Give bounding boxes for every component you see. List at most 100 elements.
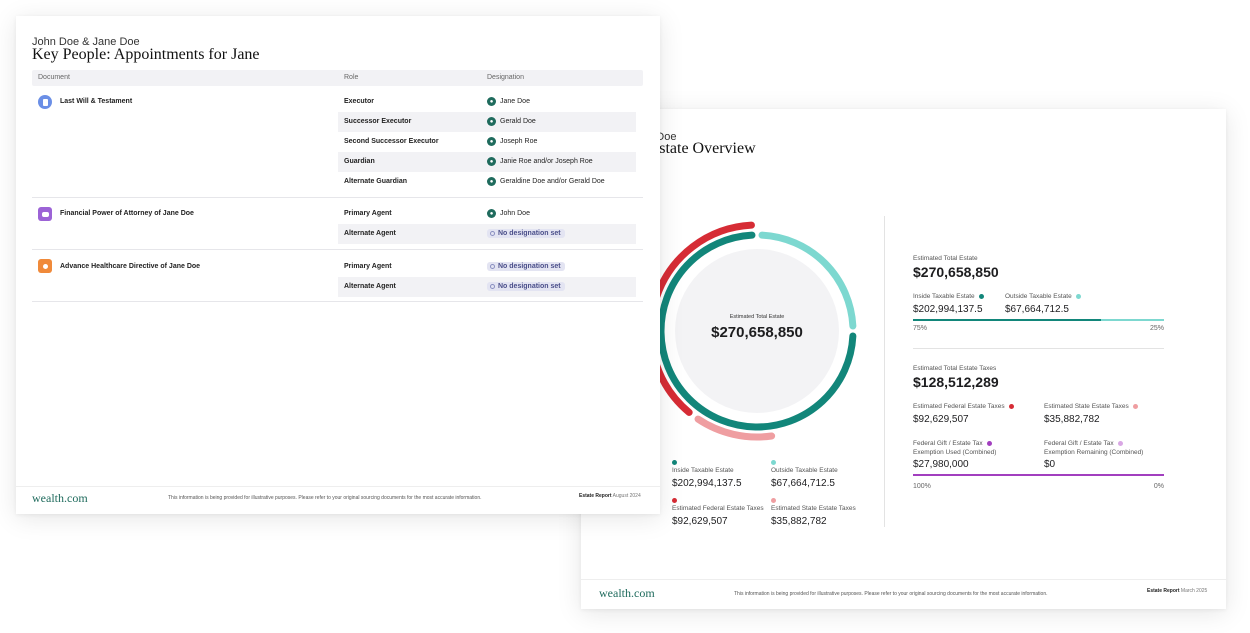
outside-taxable-value: $67,664,712.5 (1005, 304, 1069, 315)
role-name: Successor Executor (344, 118, 412, 125)
no-designation-badge: No designation set (487, 282, 565, 291)
column-header-document: Document (38, 74, 70, 81)
person-icon: ● (487, 157, 496, 166)
briefcase-icon (38, 207, 52, 221)
role-name: Primary Agent (344, 263, 392, 270)
state-dot-icon (1132, 403, 1138, 409)
empty-circle-icon (490, 284, 495, 289)
inside-dot-icon (978, 293, 984, 299)
designation: ● Gerald Doe (487, 117, 536, 126)
table-row: Alternate Agent No designation set (338, 224, 636, 244)
estate-bar-outside (1101, 319, 1164, 321)
legend-label-state: Estimated State Estate Taxes (771, 505, 856, 512)
column-header-role: Role (344, 74, 359, 81)
donut-center-disc (675, 249, 839, 413)
legend-label-federal: Estimated Federal Estate Taxes (672, 505, 764, 512)
page-title: l Estate Overview (641, 140, 756, 157)
section-divider (32, 301, 643, 302)
role-name: Alternate Guardian (344, 178, 408, 185)
gift-remaining-value: $0 (1044, 459, 1056, 470)
donut-arc-outside-taxable (758, 231, 857, 330)
role-name: Executor (344, 98, 374, 105)
document-name[interactable]: Last Will & Testament (60, 98, 133, 105)
gift-used-label: Federal Gift / Estate Tax Exemption Used … (913, 440, 997, 456)
footer-disclaimer: This information is being provided for i… (168, 495, 482, 501)
designation: ● Janie Roe and/or Joseph Roe (487, 157, 593, 166)
designation: ● Jane Doe (487, 97, 530, 106)
donut-center-label: Estimated Total Estate (729, 314, 785, 320)
page-subtitle: John Doe & Jane Doe (32, 36, 140, 48)
designation: ● Joseph Roe (487, 137, 537, 146)
person-icon: ● (487, 97, 496, 106)
gift-remaining-percent: 0% (1153, 483, 1164, 490)
total-taxes-label: Estimated Total Estate Taxes (913, 365, 997, 372)
person-icon: ● (487, 117, 496, 126)
role-name: Second Successor Executor (344, 138, 439, 145)
wealth-logo: wealth.com (32, 491, 88, 505)
gift-exemption-bar (913, 474, 1164, 476)
report-label: Estate Report March 2025 (1147, 588, 1208, 594)
legend-dot-federal (672, 498, 677, 503)
footer-divider (16, 486, 660, 487)
document-name[interactable]: Financial Power of Attorney of Jane Doe (60, 210, 194, 217)
key-people-page: John Doe & Jane Doe Key People: Appointm… (16, 16, 660, 514)
outside-percent: 25% (1149, 325, 1164, 332)
inside-percent: 75% (913, 325, 928, 332)
estate-overview-page: ne Doe l Estate Overview Estimated Total… (581, 109, 1226, 609)
legend-value-federal: $92,629,507 (672, 516, 728, 527)
column-header-designation: Designation (487, 74, 524, 81)
legend-value-inside: $202,994,137.5 (672, 478, 742, 489)
gift-used-value: $27,980,000 (913, 459, 969, 470)
federal-taxes-value: $92,629,507 (913, 414, 969, 425)
no-designation-badge: No designation set (487, 262, 565, 271)
gift-used-percent: 100% (913, 483, 931, 490)
footer-divider (581, 579, 1226, 580)
report-label: Estate Report August 2024 (579, 493, 641, 499)
table-row: Second Successor Executor ● Joseph Roe (338, 132, 636, 152)
state-taxes-label: Estimated State Estate Taxes (1044, 403, 1138, 410)
table-row: Guardian ● Janie Roe and/or Joseph Roe (338, 152, 636, 172)
donut-arc-state-taxes (694, 415, 776, 441)
designation: ● John Doe (487, 209, 530, 218)
estate-bar-inside (913, 319, 1101, 321)
table-header: Document Role Designation (32, 70, 643, 86)
no-designation-badge: No designation set (487, 229, 565, 238)
table-row: Alternate Agent No designation set (338, 277, 636, 297)
section-divider (32, 249, 643, 250)
role-name: Alternate Agent (344, 283, 396, 290)
inside-taxable-value: $202,994,137.5 (913, 304, 983, 315)
donut-arc-inside-taxable (657, 231, 857, 431)
legend-value-state: $35,882,782 (771, 516, 827, 527)
vertical-divider (884, 216, 885, 527)
empty-circle-icon (490, 264, 495, 269)
empty-circle-icon (490, 231, 495, 236)
outside-taxable-label: Outside Taxable Estate (1005, 293, 1081, 300)
federal-taxes-label: Estimated Federal Estate Taxes (913, 403, 1014, 410)
donut-center-value: $270,658,850 (711, 324, 803, 341)
table-row: Executor ● Jane Doe (338, 92, 636, 112)
state-taxes-value: $35,882,782 (1044, 414, 1100, 425)
role-name: Guardian (344, 158, 375, 165)
role-name: Alternate Agent (344, 230, 396, 237)
person-icon: ● (487, 137, 496, 146)
document-icon (38, 95, 52, 109)
gift-remaining-label: Federal Gift / Estate Tax Exemption Remai… (1044, 440, 1144, 456)
document-name[interactable]: Advance Healthcare Directive of Jane Doe (60, 263, 201, 270)
legend-dot-inside (672, 460, 677, 465)
table-row: Primary Agent No designation set (338, 257, 636, 277)
outside-dot-icon (1075, 293, 1081, 299)
legend-dot-outside (771, 460, 776, 465)
wealth-logo: wealth.com (599, 586, 655, 600)
footer-disclaimer: This information is being provided for i… (734, 591, 1048, 597)
federal-dot-icon (1008, 403, 1014, 409)
inside-taxable-label: Inside Taxable Estate (913, 293, 984, 300)
table-row: Alternate Guardian ● Geraldine Doe and/or… (338, 172, 636, 192)
section-divider (32, 197, 643, 198)
legend-value-outside: $67,664,712.5 (771, 478, 835, 489)
gift-used-dot-icon (986, 440, 992, 446)
total-estate-label: Estimated Total Estate (913, 255, 978, 262)
table-row: Primary Agent ● John Doe (338, 204, 636, 224)
role-name: Primary Agent (344, 210, 392, 217)
person-icon: ● (487, 177, 496, 186)
gift-remaining-dot-icon (1117, 440, 1123, 446)
